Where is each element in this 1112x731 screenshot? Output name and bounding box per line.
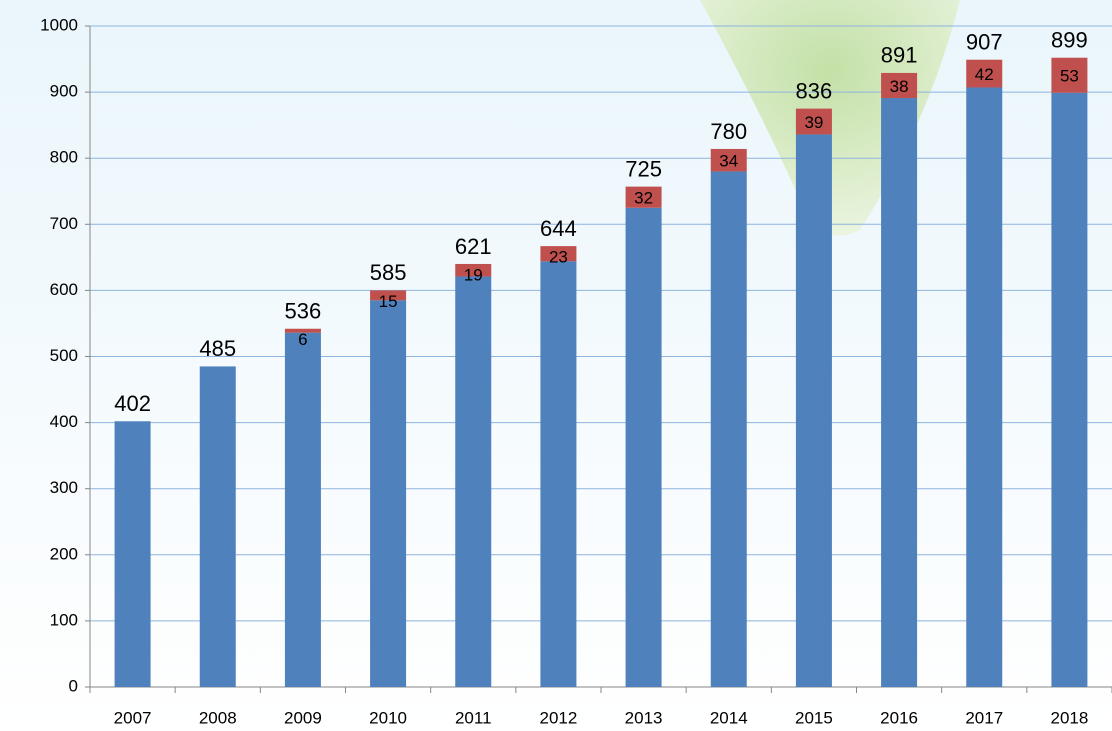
value-label: 899 <box>1051 28 1088 53</box>
value-label: 402 <box>114 391 151 416</box>
y-tick-label: 0 <box>69 676 78 695</box>
y-tick-label: 900 <box>50 82 78 101</box>
y-tick-label: 100 <box>50 610 78 629</box>
bar-segment <box>625 186 662 208</box>
bar-segment <box>199 366 236 687</box>
segment-label: 38 <box>890 77 909 96</box>
segment-label: 23 <box>549 248 568 267</box>
value-label: 585 <box>370 260 407 285</box>
x-tick-label: 2016 <box>880 708 918 727</box>
x-tick-label: 2013 <box>625 708 663 727</box>
segment-label: 34 <box>719 152 738 171</box>
x-tick-label: 2015 <box>795 708 833 727</box>
y-tick-label: 200 <box>50 544 78 563</box>
bar-segment <box>284 328 321 333</box>
segment-label: 39 <box>804 113 823 132</box>
bar-segment <box>710 171 747 688</box>
value-label: 836 <box>796 78 833 103</box>
value-label: 644 <box>540 216 577 241</box>
bar-segment <box>540 246 577 262</box>
bar-segment <box>881 72 918 99</box>
x-tick-label: 2008 <box>199 708 237 727</box>
value-label: 780 <box>710 119 747 144</box>
bar-segment <box>795 108 832 135</box>
value-label: 536 <box>285 299 322 324</box>
bar-segment <box>370 300 407 687</box>
bar-segment <box>540 261 577 687</box>
x-tick-label: 2014 <box>710 708 748 727</box>
y-tick-label: 1000 <box>40 15 78 34</box>
y-tick-label: 700 <box>50 214 78 233</box>
bar-segment <box>455 263 492 277</box>
bar-segment <box>625 207 662 687</box>
segment-label: 32 <box>634 189 653 208</box>
bar-segment <box>284 332 321 687</box>
x-tick-label: 2011 <box>455 708 492 727</box>
plot-area: 0 100 200 300 400 500 600 700 800 900 1000 2007 402 2… <box>40 15 1112 727</box>
bar-segment <box>966 87 1003 687</box>
y-tick-label: 800 <box>50 148 78 167</box>
bar-segment <box>114 421 151 687</box>
bar-segment <box>966 59 1003 88</box>
x-tick-label: 2009 <box>284 708 322 727</box>
y-tick-label: 300 <box>50 478 78 497</box>
bar-segment <box>1051 92 1088 688</box>
x-tick-label: 2018 <box>1051 708 1089 727</box>
value-label: 485 <box>199 336 236 361</box>
value-label: 621 <box>455 234 492 259</box>
x-tick-label: 2017 <box>965 708 1003 727</box>
x-tick-label: 2010 <box>369 708 407 727</box>
value-label: 891 <box>881 43 918 68</box>
segment-label: 15 <box>379 292 398 311</box>
y-tick-label: 500 <box>50 346 78 365</box>
segment-label: 42 <box>975 65 994 84</box>
y-tick-label: 600 <box>50 280 78 299</box>
x-tick-label: 2007 <box>114 708 152 727</box>
bar-segment <box>710 148 747 172</box>
bar-segment <box>1051 57 1088 93</box>
bar-segment <box>881 98 918 687</box>
value-label: 907 <box>966 30 1003 55</box>
y-tick-label: 400 <box>50 412 78 431</box>
bar-segment <box>370 290 407 301</box>
segment-label: 19 <box>464 265 483 284</box>
x-tick-label: 2012 <box>540 708 578 727</box>
bar-segment <box>795 134 832 688</box>
segment-label: 6 <box>298 330 307 349</box>
segment-label: 53 <box>1060 67 1079 86</box>
bar-segment <box>455 276 492 687</box>
value-label: 725 <box>625 156 662 181</box>
